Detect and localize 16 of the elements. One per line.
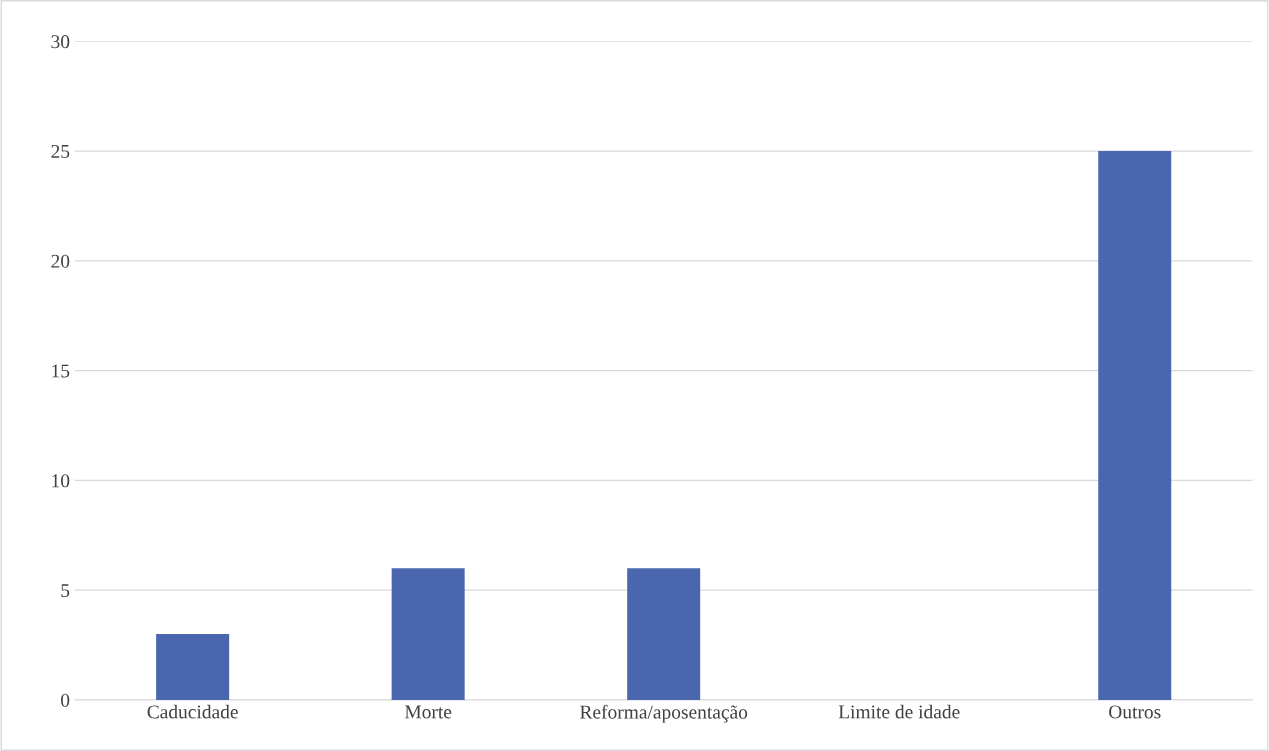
y-tick-label: 0: [61, 693, 70, 707]
y-tick-label: 30: [51, 35, 70, 49]
y-tick-label: 25: [51, 144, 70, 159]
x-tick-label: Reforma/aposentação: [580, 704, 748, 723]
bar: [1098, 151, 1172, 700]
y-tick-label: 20: [51, 254, 70, 268]
x-tick-label: Morte: [404, 705, 452, 719]
y-tick-label: 10: [52, 474, 70, 488]
bar: [156, 634, 230, 700]
x-tick-label: Limite de idade: [838, 704, 960, 719]
y-tick-label: 15: [52, 364, 70, 378]
x-tick-label: Caducidade: [147, 704, 238, 719]
x-tick-label: Outros: [1109, 705, 1161, 719]
bar: [627, 568, 701, 700]
bar: [391, 568, 465, 700]
y-tick-label: 5: [61, 584, 70, 598]
